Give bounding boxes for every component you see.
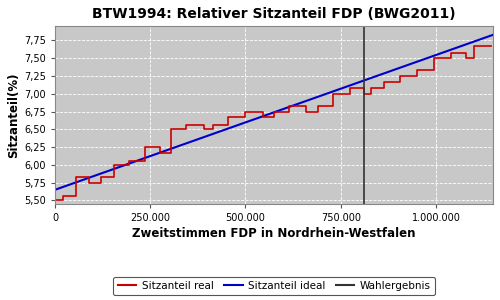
Title: BTW1994: Relativer Sitzanteil FDP (BWG2011): BTW1994: Relativer Sitzanteil FDP (BWG20… — [92, 7, 456, 21]
X-axis label: Zweitstimmen FDP in Nordrhein-Westfalen: Zweitstimmen FDP in Nordrhein-Westfalen — [132, 227, 416, 240]
Y-axis label: Sitzanteil(%): Sitzanteil(%) — [7, 72, 20, 158]
Legend: Sitzanteil real, Sitzanteil ideal, Wahlergebnis: Sitzanteil real, Sitzanteil ideal, Wahle… — [114, 277, 434, 295]
